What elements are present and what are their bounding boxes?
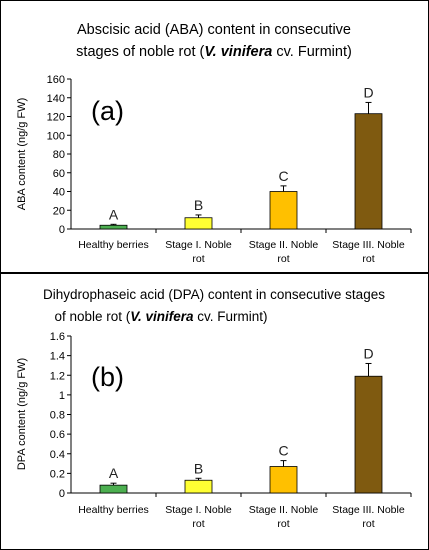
y-tick-label: 140	[47, 93, 65, 105]
significance-letter: D	[363, 84, 373, 100]
bar-2	[184, 479, 213, 494]
y-tick-label: 1.4	[50, 351, 65, 363]
x-tick-label: Stage II. Noble	[249, 504, 319, 516]
chart-title-line1: Abscisic acid (ABA) content in consecuti…	[77, 22, 351, 38]
y-tick-label: 0.4	[50, 449, 65, 461]
bar-4	[354, 375, 383, 494]
chart-title-line2: stages of noble rot (V. vinifera cv. Fur…	[76, 44, 352, 60]
significance-letter: A	[109, 465, 119, 481]
x-tick-label: Stage I. Noble	[165, 239, 232, 251]
panel-divider	[1, 272, 428, 274]
y-tick-label: 160	[47, 74, 65, 86]
y-tick-label: 100	[47, 130, 65, 142]
chart-title-line1: Dihydrophaseic acid (DPA) content in con…	[43, 287, 385, 302]
x-tick-label: rot	[277, 518, 289, 530]
significance-letter: D	[363, 345, 373, 361]
x-tick-label: Healthy berries	[78, 504, 149, 516]
panel-label: (a)	[91, 96, 124, 126]
x-tick-label: rot	[192, 253, 204, 265]
x-tick-label: rot	[277, 253, 289, 265]
aba-chart: Abscisic acid (ABA) content in consecuti…	[16, 22, 412, 265]
significance-letter: B	[194, 197, 203, 213]
y-tick-label: 0.6	[50, 429, 65, 441]
x-tick-label: Healthy berries	[78, 239, 149, 251]
y-tick-label: 80	[53, 149, 65, 161]
x-tick-label: Stage II. Noble	[249, 239, 319, 251]
y-tick-label: 40	[53, 187, 65, 199]
bar-4	[354, 113, 383, 230]
bar-3	[269, 466, 298, 494]
y-tick-label: 60	[53, 168, 65, 180]
y-tick-label: 0	[59, 224, 65, 236]
chart-title-line2: of noble rot (V. vinifera cv. Furmint)	[54, 309, 267, 324]
significance-letter: C	[278, 443, 288, 459]
y-axis-title: DPA content (ng/g FW)	[16, 358, 28, 470]
bar-1	[99, 224, 128, 230]
dpa-chart: Dihydrophaseic acid (DPA) content in con…	[16, 287, 412, 530]
x-tick-label: rot	[192, 518, 204, 530]
y-tick-label: 1.2	[50, 370, 65, 382]
significance-letter: C	[278, 168, 288, 184]
y-tick-label: 120	[47, 112, 65, 124]
bar-3	[269, 191, 298, 230]
x-tick-label: rot	[362, 518, 374, 530]
x-tick-label: Stage III. Noble	[332, 239, 405, 251]
x-tick-label: Stage I. Noble	[165, 504, 232, 516]
panel-label: (b)	[91, 362, 124, 392]
y-tick-label: 1	[59, 390, 65, 402]
significance-letter: B	[194, 460, 203, 476]
y-axis-title: ABA content (ng/g FW)	[16, 98, 28, 211]
bar-1	[99, 484, 128, 494]
x-tick-label: rot	[362, 253, 374, 265]
y-tick-label: 1.6	[50, 331, 65, 343]
significance-letter: A	[109, 206, 119, 222]
y-tick-label: 0.2	[50, 468, 65, 480]
x-tick-label: Stage III. Noble	[332, 504, 405, 516]
bar-2	[184, 217, 213, 230]
y-tick-label: 20	[53, 205, 65, 217]
y-tick-label: 0	[59, 488, 65, 500]
y-tick-label: 0.8	[50, 410, 65, 422]
